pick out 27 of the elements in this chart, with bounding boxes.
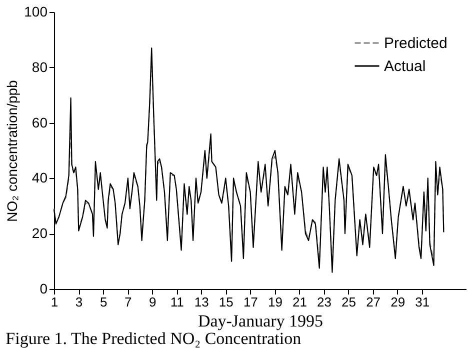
x-tick-label: 9 (148, 294, 156, 310)
y-tick-label: 20 (32, 225, 48, 242)
y-tick-label: 0 (40, 280, 48, 296)
legend-label: Actual (384, 58, 426, 75)
x-tick-label: 3 (75, 294, 83, 310)
y-tick-label: 60 (32, 114, 48, 130)
y-tick-label: 40 (32, 170, 48, 186)
y-axis-title: NO₂ concentration/ppb (4, 80, 20, 222)
x-tick-label: 27 (366, 294, 381, 310)
x-tick-label: 15 (218, 294, 234, 310)
x-tick-label: 7 (124, 294, 132, 310)
x-tick-label: 23 (317, 294, 332, 310)
x-tick-label: 19 (268, 294, 282, 310)
x-tick-label: 13 (194, 294, 209, 310)
legend-label: Predicted (384, 35, 448, 52)
x-tick-label: 29 (390, 294, 406, 310)
x-tick-label: 25 (342, 294, 356, 310)
x-tick-label: 17 (243, 294, 258, 310)
caption: Figure 1. The Predicted NO₂ Concentration (6, 329, 302, 348)
x-tick-label: 31 (415, 294, 430, 310)
y-tick-label: 100 (24, 4, 48, 20)
x-tick-label: 11 (170, 294, 184, 310)
x-axis-title: Day-January 1995 (198, 312, 324, 330)
x-tick-label: 21 (292, 294, 307, 310)
y-tick-label: 80 (32, 58, 48, 75)
x-tick-label: 1 (50, 294, 58, 310)
x-tick-label: 5 (100, 294, 108, 310)
